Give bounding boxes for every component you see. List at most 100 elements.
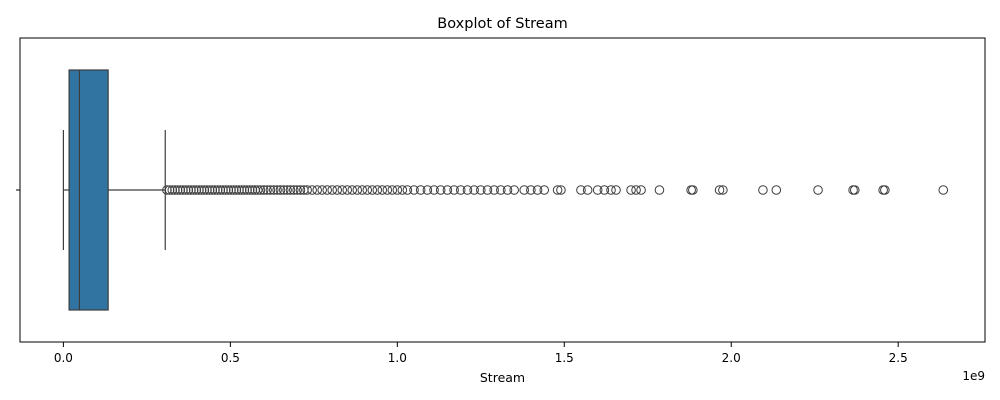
outlier-point (207, 185, 218, 195)
x-tick-label: 2.5 (889, 351, 908, 365)
outlier-point (435, 185, 446, 195)
outlier-point (236, 185, 247, 195)
outlier-point (234, 185, 244, 195)
outlier-point (526, 185, 536, 195)
outlier-point (223, 185, 234, 195)
outlier-point (272, 185, 282, 195)
outlier-point (307, 185, 317, 195)
outlier-point (771, 185, 782, 195)
outlier-point (194, 185, 204, 195)
outlier-point (191, 185, 202, 195)
outlier-point (255, 185, 266, 195)
outlier-point (178, 185, 188, 195)
outlier-point (606, 185, 616, 195)
outlier-point (362, 185, 373, 195)
outlier-point (186, 185, 196, 195)
outlier-point (202, 185, 212, 195)
outlier-point (455, 185, 466, 195)
outlier-point (322, 185, 332, 195)
outlier-point (327, 185, 338, 195)
outlier-point (302, 185, 312, 195)
outlier-point (758, 185, 768, 195)
outlier-point (475, 185, 486, 195)
outlier-point (387, 185, 398, 195)
outlier-point (938, 185, 949, 195)
outlier-point (282, 185, 292, 195)
outlier-point (162, 185, 172, 195)
outlier-point (292, 185, 302, 195)
outlier-point (164, 185, 175, 195)
outlier-point (352, 185, 363, 195)
outlier-point (509, 185, 519, 195)
outlier-point (415, 185, 426, 195)
outlier-point (347, 185, 358, 195)
outlier-point (409, 185, 419, 195)
outlier-point (252, 185, 263, 195)
chart-title: Boxplot of Stream (437, 16, 567, 32)
outlier-point (539, 185, 550, 195)
outlier-point (226, 185, 236, 195)
outlier-point (482, 185, 493, 195)
outlier-point (626, 185, 636, 195)
outlier-point (317, 185, 327, 195)
outlier-point (496, 185, 506, 195)
outlier-point (204, 185, 215, 195)
outlier-point (332, 185, 343, 195)
outlier-point (442, 185, 453, 195)
box-iqr (68, 69, 109, 311)
outlier-point (268, 185, 279, 195)
outlier-point (175, 185, 186, 195)
outlier-point (402, 185, 413, 195)
outlier-point (611, 185, 621, 195)
outlier-point (295, 185, 306, 195)
outlier-point (239, 185, 250, 195)
outlier-point (167, 185, 178, 195)
outlier-point (592, 185, 603, 195)
outlier-point (880, 185, 890, 195)
outlier-point (397, 185, 408, 195)
outlier-point (429, 185, 439, 195)
outlier-point (357, 185, 368, 195)
outlier-point (552, 185, 563, 195)
outlier-point (215, 185, 226, 195)
outlier-point (258, 185, 269, 195)
outlier-point (312, 185, 322, 195)
outlier-point (289, 185, 299, 195)
outlier-point (220, 185, 231, 195)
outlier-point (210, 185, 220, 195)
outlier-point (556, 185, 566, 195)
x-tick-label: 1.0 (388, 351, 407, 365)
outlier-point (212, 185, 223, 195)
outlier-point (231, 185, 242, 195)
outlier-point (285, 185, 296, 195)
outlier-point (170, 185, 180, 195)
x-tick-label: 0.5 (221, 351, 240, 365)
x-tick-label: 0.0 (54, 351, 73, 365)
outlier-point (502, 185, 513, 195)
outlier-point (183, 185, 194, 195)
x-axis-label: Stream (480, 370, 525, 385)
outlier-point (532, 185, 543, 195)
outlier-point (582, 185, 593, 195)
outlier-point (469, 185, 479, 195)
outlier-point (372, 185, 383, 195)
outlier-point (392, 185, 403, 195)
outlier-point (519, 185, 530, 195)
outlier-point (422, 185, 433, 195)
outlier-point (180, 185, 191, 195)
outlier-point (218, 185, 228, 195)
outlier-point (636, 185, 646, 195)
outlier-point (631, 185, 641, 195)
outlier-point (244, 185, 255, 195)
outlier-point (718, 185, 728, 195)
outlier-point (367, 185, 378, 195)
x-tick-label: 1.5 (555, 351, 574, 365)
outlier-point (654, 185, 665, 195)
outlier-point (196, 185, 207, 195)
outlier-point (278, 185, 289, 195)
outlier-point (449, 185, 459, 195)
outlier-point (242, 185, 252, 195)
outlier-point (382, 185, 393, 195)
outlier-point (172, 185, 183, 195)
outlier-point (377, 185, 388, 195)
